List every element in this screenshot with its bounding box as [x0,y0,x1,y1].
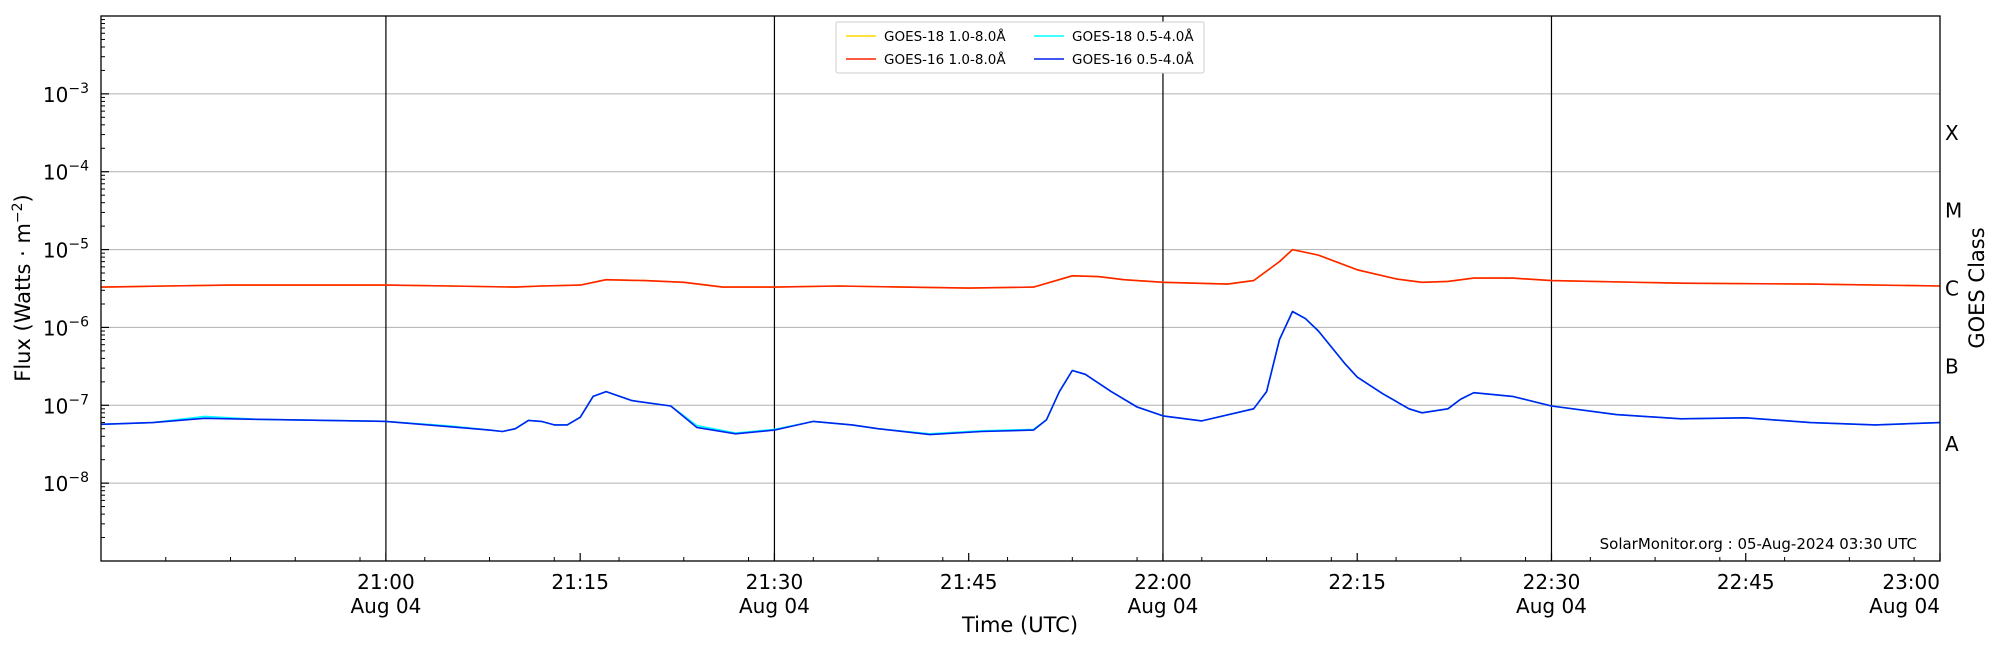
x-tick-label: 22:45 [1717,570,1775,594]
y-tick-layer: 10−310−410−510−610−710−8 [43,19,109,539]
y-axis-title-exponent: −2 [10,202,26,223]
y-tick-label: 10−4 [43,159,89,185]
goes-class-label: B [1945,354,1959,378]
y-tick-exponent: −6 [68,314,89,330]
x-tick-label: 21:45 [940,570,998,594]
y-tick-base: 10 [43,472,68,496]
goes-class-axis-title: GOES Class [1965,227,1989,348]
x-axis-title: Time (UTC) [961,613,1078,637]
y-tick-base: 10 [43,394,68,418]
series-layer [100,248,1941,436]
credit-text: SolarMonitor.org : 05-Aug-2024 03:30 UTC [1600,535,1917,553]
goes-class-label: A [1945,432,1959,456]
y-tick-exponent: −7 [68,392,89,408]
vertical-day-lines [385,16,1553,561]
y-tick-base: 10 [43,316,68,340]
x-tick-label: 21:15 [551,570,609,594]
y-tick-label: 10−6 [43,314,89,340]
x-tick-date-label: Aug 04 [1516,594,1587,618]
x-tick-label: 22:30 [1523,570,1581,594]
y-tick-label: 10−5 [43,237,89,263]
legend: GOES-18 1.0-8.0Å GOES-16 1.0-8.0Å GOES-18 … [835,21,1205,74]
y-tick-exponent: −8 [68,470,89,486]
y-tick-exponent: −5 [68,237,89,253]
x-tick-date-label: Aug 04 [739,594,810,618]
y-tick-label: 10−7 [43,392,89,418]
y-tick-base: 10 [43,161,68,185]
goes-class-label: X [1945,121,1959,145]
x-tick-label: 21:30 [746,570,804,594]
series-line [100,248,1941,289]
y-tick-exponent: −4 [68,159,89,175]
x-tick-label: 21:00 [357,570,415,594]
goes-class-label: M [1945,199,1962,223]
y-axis-title: Flux (Watts · m−2) [10,194,35,382]
goes-class-layer: X M C B A [1945,121,1962,456]
legend-label: GOES-18 1.0-8.0Å [884,28,1006,45]
series-line [100,310,1941,435]
y-tick-base: 10 [43,239,68,263]
y-tick-base: 10 [43,83,68,107]
legend-label: GOES-16 1.0-8.0Å [884,51,1006,68]
legend-items: GOES-18 1.0-8.0Å GOES-16 1.0-8.0Å GOES-18 … [846,28,1194,68]
y-tick-exponent: −3 [68,81,89,97]
goes-class-label: C [1945,277,1959,301]
y-tick-label: 10−8 [43,470,89,496]
plot-frame [100,15,1941,562]
x-tick-label: 22:00 [1134,570,1192,594]
y-tick-label: 10−3 [43,81,89,107]
series-line [100,310,1941,436]
x-tick-date-label: Aug 04 [350,594,421,618]
legend-box [835,21,1205,74]
y-axis-title-close: ) [11,194,35,202]
x-tick-date-label: Aug 04 [1128,594,1199,618]
y-axis-title-main: Flux (Watts · m [11,223,35,382]
x-tick-date-label: Aug 04 [1869,594,1940,618]
legend-label: GOES-16 0.5-4.0Å [1072,51,1194,68]
x-tick-label: 23:00 [1882,570,1940,594]
grid-layer [101,93,1940,484]
legend-label: GOES-18 0.5-4.0Å [1072,28,1194,45]
x-tick-label: 22:15 [1328,570,1386,594]
